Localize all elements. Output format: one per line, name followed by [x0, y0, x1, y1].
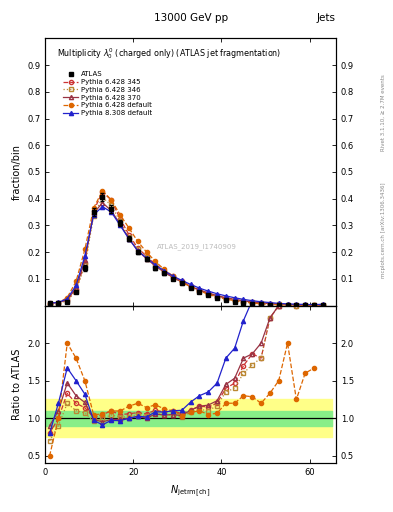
Text: Jets: Jets [317, 13, 336, 23]
Text: Rivet 3.1.10, ≥ 2.7M events: Rivet 3.1.10, ≥ 2.7M events [381, 74, 386, 151]
Text: mcplots.cern.ch [arXiv:1306.3436]: mcplots.cern.ch [arXiv:1306.3436] [381, 183, 386, 278]
Legend: ATLAS, Pythia 6.428 345, Pythia 6.428 346, Pythia 6.428 370, Pythia 6.428 defaul: ATLAS, Pythia 6.428 345, Pythia 6.428 34… [60, 69, 155, 119]
Text: Multiplicity $\lambda_0^0$ (charged only) (ATLAS jet fragmentation): Multiplicity $\lambda_0^0$ (charged only… [57, 47, 281, 61]
Y-axis label: fraction/bin: fraction/bin [11, 144, 22, 200]
Text: 13000 GeV pp: 13000 GeV pp [154, 13, 228, 23]
X-axis label: $N_{\mathrm{jetrm[ch]}}$: $N_{\mathrm{jetrm[ch]}}$ [171, 483, 211, 499]
Y-axis label: Ratio to ATLAS: Ratio to ATLAS [12, 349, 22, 420]
Text: ATLAS_2019_I1740909: ATLAS_2019_I1740909 [156, 243, 236, 250]
